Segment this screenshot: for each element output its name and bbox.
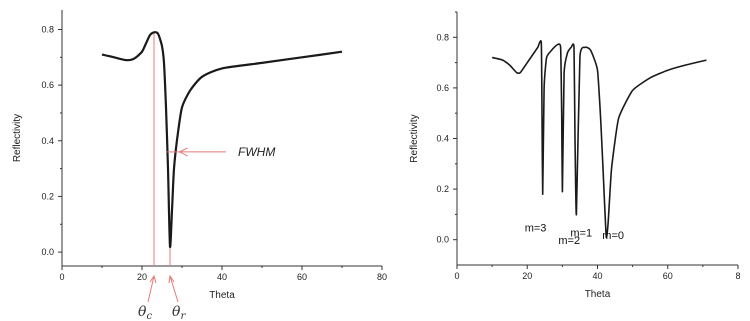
theta-r-arrow [168, 274, 179, 303]
x-tick-label: 8 [735, 271, 740, 281]
theta-c-arrow [147, 274, 157, 303]
left-y-axis-title: Reflectivity [12, 114, 23, 162]
y-tick-label: 0.6 [436, 83, 449, 93]
fwhm-arrow-head [178, 147, 188, 157]
x-tick-label: 60 [663, 271, 673, 281]
x-tick-label: 60 [297, 272, 307, 282]
right-chart: 0 20 40 60 8 0.0 0.2 0.4 0.6 0.8 Theta Reflectiv… [409, 11, 741, 300]
mode-label: m=3 [525, 222, 547, 234]
x-tick-label: 0 [59, 272, 64, 282]
y-tick-label: 0.2 [41, 191, 54, 201]
right-y-ticks: 0.0 0.2 0.4 0.6 0.8 [436, 11, 457, 245]
left-x-axis-title: Theta [209, 290, 235, 301]
right-reflectivity-curve [491, 40, 707, 239]
x-tick-label: 20 [137, 272, 147, 282]
theta-r-label: θr [172, 304, 186, 321]
y-tick-label: 0.0 [41, 247, 54, 257]
y-tick-label: 0.2 [436, 184, 449, 194]
y-tick-label: 0.4 [436, 134, 449, 144]
mode-label: m=1 [570, 228, 592, 240]
x-tick-label: 0 [454, 271, 459, 281]
left-chart: 0 20 40 60 80 0.0 0.2 0.4 0.6 0.8 Theta Reflecti… [12, 10, 387, 321]
x-tick-label: 80 [377, 272, 387, 282]
mode-label: m=0 [602, 230, 624, 242]
left-reflectivity-curve [101, 31, 343, 248]
x-tick-label: 40 [592, 271, 602, 281]
y-tick-label: 0.4 [41, 136, 54, 146]
mode-label: m=2 [558, 235, 580, 247]
theta-c-label: θc [138, 304, 152, 321]
x-tick-label: 20 [522, 271, 532, 281]
left-y-ticks: 0.0 0.2 0.4 0.6 0.8 [41, 24, 62, 257]
y-tick-label: 0.0 [436, 235, 449, 245]
y-tick-label: 0.8 [41, 24, 54, 34]
x-tick-label: 40 [217, 272, 227, 282]
fwhm-label: FWHM [238, 145, 275, 159]
right-x-axis-title: Theta [585, 289, 611, 300]
left-x-ticks: 0 20 40 60 80 [59, 266, 387, 282]
right-mode-labels: m=3 m=2m=1 m=0 [525, 222, 624, 247]
y-tick-label: 0.8 [436, 32, 449, 42]
right-x-ticks: 0 20 40 60 8 [454, 265, 741, 281]
right-y-axis-title: Reflectivity [409, 114, 420, 162]
y-tick-label: 0.6 [41, 80, 54, 90]
